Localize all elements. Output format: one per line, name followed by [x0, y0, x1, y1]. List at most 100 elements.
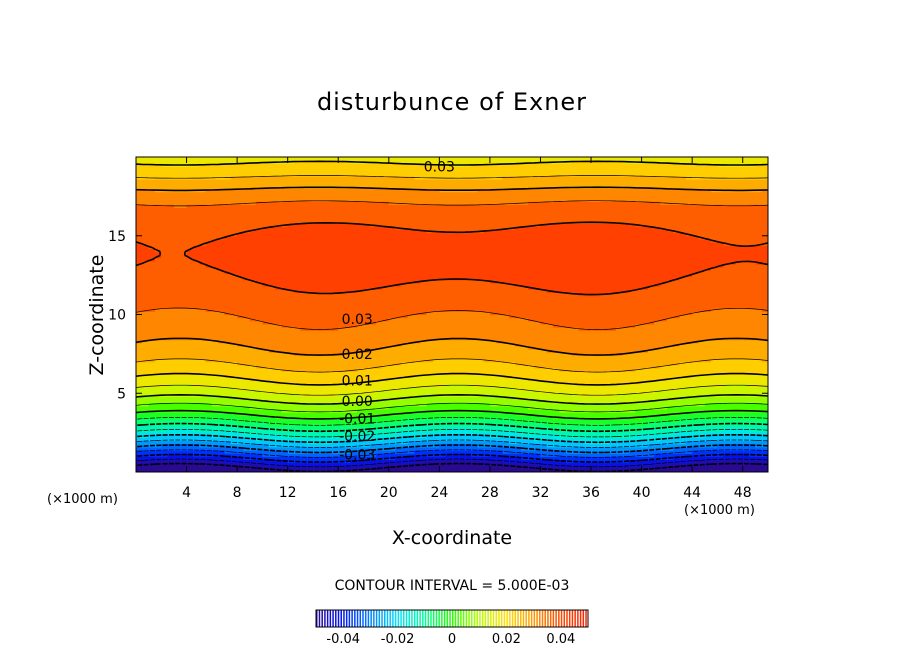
contour-cell — [249, 330, 257, 334]
contour-cell — [407, 342, 415, 347]
contour-cell — [211, 409, 219, 413]
contour-cell — [420, 377, 428, 382]
contour-cell — [319, 213, 327, 218]
contour-cell — [363, 377, 371, 382]
contour-cell — [325, 223, 333, 227]
contour-cell — [281, 257, 289, 262]
contour-cell — [319, 172, 327, 177]
contour-cell — [142, 333, 150, 338]
contour-cell — [401, 377, 409, 382]
contour-cell — [376, 393, 384, 397]
contour-cell — [344, 393, 352, 397]
contour-fill — [136, 157, 768, 472]
contour-cell — [161, 402, 169, 407]
contour-cell — [331, 374, 339, 379]
contour-cell — [243, 427, 251, 432]
contour-cell — [142, 160, 150, 164]
contour-cell — [136, 333, 143, 338]
contour-cell — [325, 210, 333, 215]
contour-cell — [325, 245, 333, 249]
contour-cell — [407, 390, 415, 394]
contour-cell — [338, 223, 346, 227]
contour-cell — [388, 292, 396, 297]
contour-cell — [312, 437, 320, 442]
contour-cell — [161, 248, 169, 253]
contour-cell — [395, 364, 403, 369]
contour-cell — [312, 421, 320, 426]
contour-cell — [154, 358, 162, 363]
contour-cell — [154, 396, 162, 401]
contour-cell — [369, 311, 377, 316]
contour-cell — [199, 468, 207, 472]
contour-cell — [325, 443, 333, 448]
contour-cell — [249, 440, 257, 445]
contour-cell — [205, 276, 213, 281]
contour-cell — [136, 465, 143, 470]
contour-cell — [256, 317, 263, 322]
contour-cell — [192, 399, 200, 404]
contour-cell — [319, 377, 327, 382]
contour-cell — [401, 434, 409, 438]
contour-cell — [369, 254, 377, 259]
contour-cell — [230, 415, 238, 420]
contour-cell — [237, 440, 245, 445]
contour-cell — [325, 301, 333, 306]
contour-cell — [287, 248, 295, 253]
contour-cell — [262, 424, 270, 429]
contour-cell — [312, 223, 320, 227]
contour-cell — [205, 270, 213, 275]
contour-cell — [230, 283, 238, 287]
contour-cell — [136, 415, 143, 420]
contour-cell — [287, 169, 295, 174]
contour-cell — [439, 361, 447, 366]
contour-cell — [224, 160, 232, 164]
contour-cell — [376, 248, 384, 253]
contour-cell — [173, 346, 181, 350]
contour-cell — [294, 308, 301, 312]
contour-cell — [344, 276, 352, 281]
contour-cell — [180, 185, 188, 190]
contour-cell — [319, 371, 327, 375]
contour-cell — [300, 418, 308, 423]
contour-cell — [167, 223, 175, 227]
contour-cell — [192, 166, 200, 171]
contour-cell — [395, 188, 403, 193]
contour-cell — [136, 238, 143, 243]
contour-cell — [439, 418, 447, 423]
contour-cell — [407, 160, 415, 164]
contour-cell — [369, 232, 377, 237]
contour-cell — [148, 229, 156, 234]
contour-cell — [376, 308, 384, 312]
contour-cell — [388, 409, 396, 413]
contour-cell — [363, 232, 371, 237]
contour-cell — [388, 386, 396, 391]
contour-cell — [350, 279, 358, 284]
contour-cell — [306, 361, 314, 366]
contour-cell — [237, 402, 245, 407]
contour-cell — [319, 226, 327, 231]
contour-cell — [319, 349, 327, 353]
contour-cell — [300, 191, 308, 196]
contour-cell — [199, 169, 207, 174]
contour-cell — [325, 456, 333, 460]
contour-cell — [287, 188, 295, 193]
contour-cell — [249, 295, 257, 300]
contour-cell — [382, 279, 390, 284]
contour-cell — [249, 286, 257, 290]
contour-cell — [186, 254, 194, 259]
contour-cell — [433, 216, 440, 221]
contour-cell — [249, 298, 257, 303]
contour-cell — [287, 194, 295, 199]
contour-cell — [154, 226, 162, 231]
contour-cell — [148, 352, 156, 357]
contour-cell — [218, 311, 226, 316]
contour-cell — [363, 371, 371, 375]
contour-cell — [211, 160, 219, 164]
contour-cell — [414, 157, 421, 161]
contour-cell — [338, 427, 346, 432]
contour-cell — [376, 336, 384, 341]
contour-cell — [395, 346, 403, 350]
contour-cell — [256, 175, 263, 180]
contour-cell — [420, 207, 428, 212]
contour-cell — [325, 330, 333, 334]
